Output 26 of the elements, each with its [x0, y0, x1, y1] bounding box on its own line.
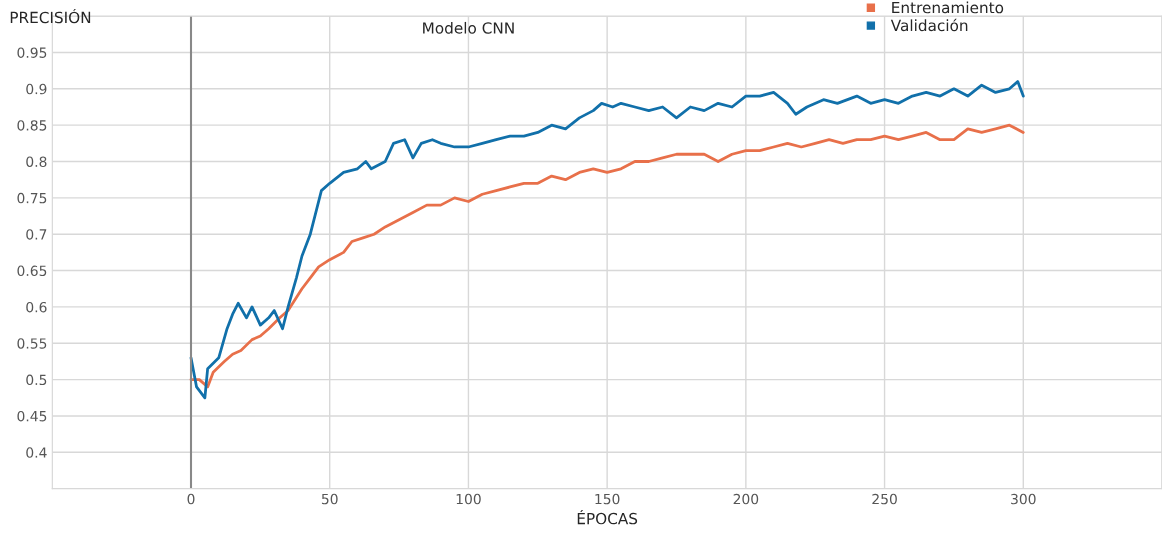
- line-series: [189, 80, 1025, 400]
- x-tick-label: 300: [1011, 493, 1036, 505]
- y-tick-label: 0.7: [26, 229, 47, 240]
- x-tick-label: 200: [733, 493, 759, 505]
- x-axis-title: ÉPOCAS: [577, 510, 638, 525]
- chart-title: Modelo CNN: [423, 21, 514, 34]
- x-tick-label: 100: [456, 493, 481, 505]
- y-tick-label: 0.8: [26, 156, 47, 167]
- y-tick-label: 0.45: [17, 410, 47, 422]
- x-tick-label: 50: [321, 493, 338, 505]
- y-tick-label: 0.75: [17, 192, 47, 204]
- y-tick-label: 0.4: [26, 447, 47, 458]
- y-axis-title: PRECISIÓN: [10, 8, 91, 24]
- x-tick-label: 250: [872, 493, 897, 505]
- y-tick-label: 0.9: [26, 83, 47, 95]
- x-tick-label: 0: [187, 493, 195, 505]
- legend-label: Validación: [890, 18, 968, 32]
- line-series: [189, 123, 1025, 389]
- y-tick-label: 0.65: [17, 265, 47, 277]
- legend-label: Entrenamiento: [892, 1, 1004, 14]
- y-tick-label: 0.95: [17, 47, 47, 58]
- x-tick-label: 150: [595, 493, 620, 505]
- y-tick-label: 0.55: [17, 338, 47, 349]
- y-tick-label: 0.85: [17, 120, 47, 131]
- y-tick-label: 0.5: [26, 374, 47, 386]
- y-tick-label: 0.6: [26, 301, 47, 313]
